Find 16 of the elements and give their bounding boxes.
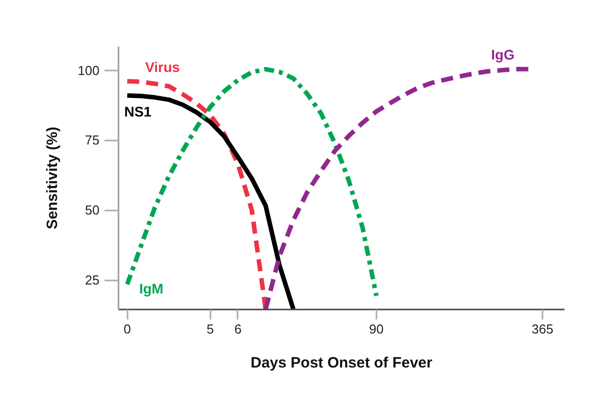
x-tick-label: 5 [206, 322, 214, 336]
y-axis-title: Sensitivity (%) [44, 126, 61, 230]
y-tick-label: 75 [85, 132, 100, 148]
x-tick-label: 0 [124, 322, 131, 336]
x-tick-label: 365 [532, 322, 554, 336]
series-label: IgM [139, 280, 164, 296]
x-tick-label: 90 [369, 322, 384, 336]
x-tick-label: 6 [234, 322, 242, 336]
series-label: IgG [491, 46, 515, 62]
x-axis-title: Days Post Onset of Fever [250, 354, 433, 372]
series-label: NS1 [124, 103, 152, 120]
line-series [263, 66, 531, 310]
series-label: Virus [145, 58, 180, 75]
y-tick-label: 100 [78, 62, 100, 78]
y-tick-label: 50 [85, 202, 100, 218]
y-tick-label: 25 [85, 272, 100, 288]
